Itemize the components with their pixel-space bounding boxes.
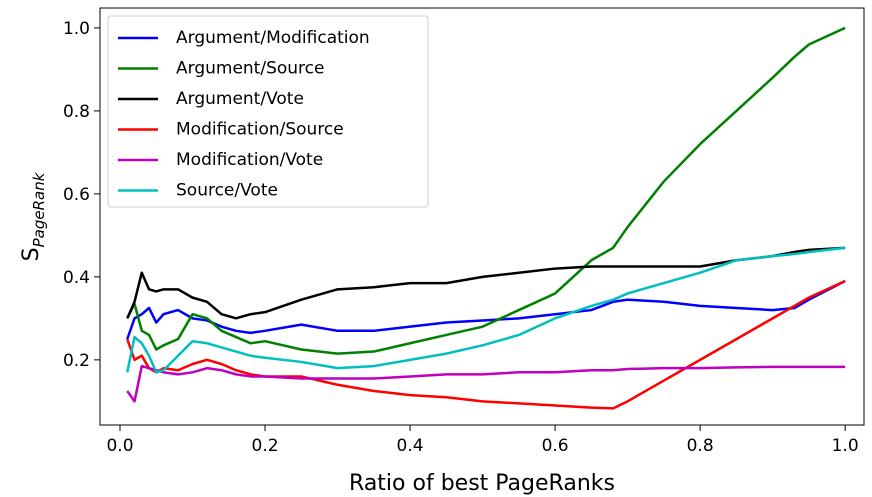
y-axis-label-sub: PageRank <box>30 171 48 247</box>
x-tick-label: 0.6 <box>542 436 569 456</box>
plot-frame <box>99 7 865 426</box>
line <box>126 364 846 403</box>
x-tick-label: 0.4 <box>397 436 424 456</box>
x-tick-label: 0.2 <box>252 436 279 456</box>
legend-label: Source/Vote <box>176 181 278 201</box>
x-tick-label: 0.0 <box>106 436 133 456</box>
y-tick-label: 0.4 <box>63 268 90 288</box>
legend-label: Argument/Source <box>176 59 324 79</box>
legend-label: Argument/Vote <box>176 89 304 109</box>
line <box>126 246 846 374</box>
y-tick-label: 1.0 <box>63 19 90 39</box>
line <box>126 246 846 320</box>
x-tick-label: 1.0 <box>832 436 859 456</box>
x-tick-label: 0.8 <box>687 436 714 456</box>
y-tick-label: 0.2 <box>63 351 90 371</box>
legend-label: Argument/Modification <box>176 28 370 48</box>
line <box>126 26 846 355</box>
legend-box <box>107 15 429 208</box>
y-axis-label: SPageRank <box>19 171 48 261</box>
legend-label: Modification/Vote <box>176 150 323 170</box>
line <box>126 279 846 410</box>
y-tick-label: 0.8 <box>63 102 90 122</box>
legend-label: Modification/Source <box>176 120 344 140</box>
y-axis-label-main: S <box>19 247 44 261</box>
line <box>126 279 846 340</box>
legend: Argument/Modification Argument/Source Argu… <box>107 15 429 208</box>
x-axis-label: Ratio of best PageRanks <box>349 471 615 496</box>
y-tick-label: 0.6 <box>63 185 90 205</box>
